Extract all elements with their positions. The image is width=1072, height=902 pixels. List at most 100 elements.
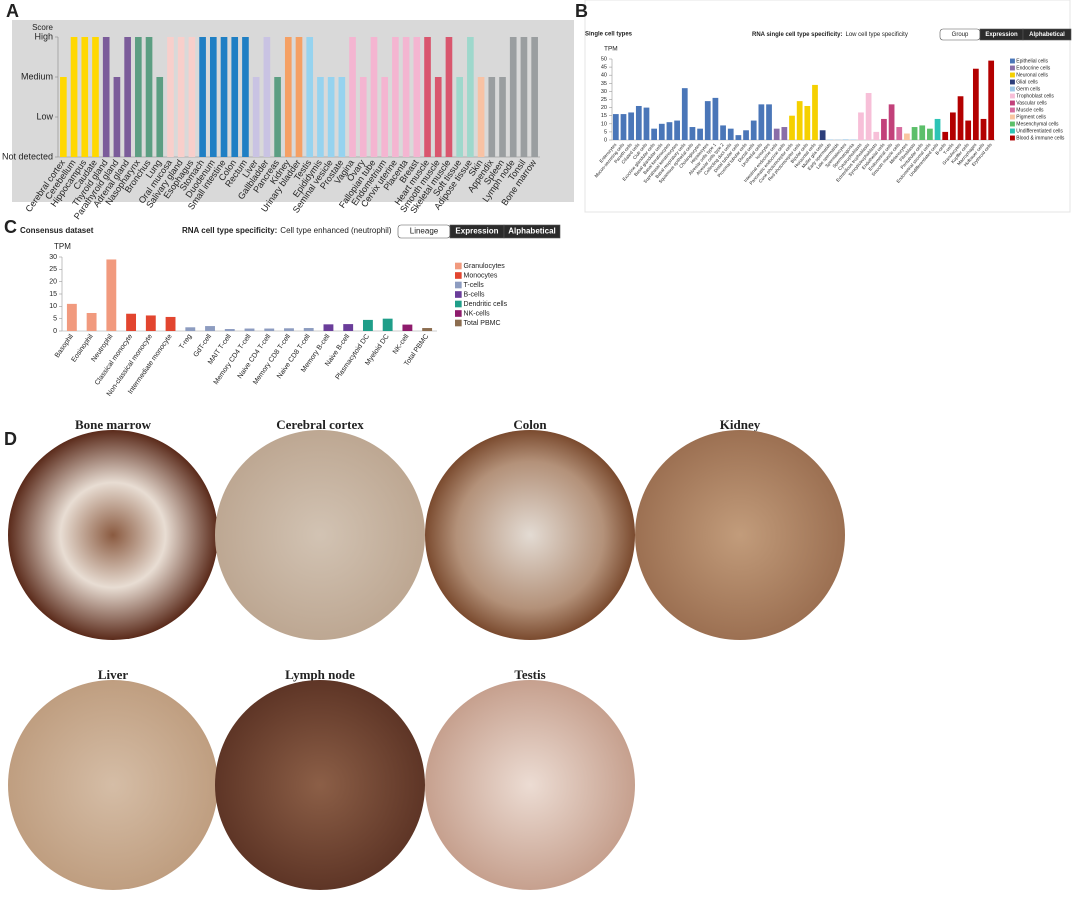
- toggle-button-label: Expression: [985, 32, 1018, 38]
- bar: [812, 85, 818, 140]
- bar: [253, 77, 260, 157]
- tissue-title: Cerebral cortex: [276, 417, 364, 432]
- y-tick-label: 0: [53, 328, 57, 335]
- bar: [881, 119, 887, 140]
- bar: [958, 96, 964, 140]
- bar: [697, 129, 703, 140]
- bar: [751, 121, 757, 140]
- y-axis-title: TPM: [54, 242, 71, 251]
- bar: [296, 37, 303, 157]
- bar: [422, 328, 432, 331]
- legend-label: Pigment cells: [1016, 114, 1046, 120]
- y-tick-label: 30: [601, 89, 607, 95]
- bar: [713, 98, 719, 140]
- y-axis-title: Score: [32, 23, 53, 32]
- bar: [804, 106, 810, 140]
- subtitle-bold: RNA single cell type specificity:: [752, 32, 842, 38]
- toggle-button-label: Alphabetical: [508, 227, 556, 236]
- legend-swatch: [1010, 80, 1015, 85]
- bar: [231, 37, 238, 157]
- legend-label: Epithelial cells: [1016, 58, 1048, 64]
- bar: [973, 69, 979, 140]
- x-tick-label: GdT-cell: [192, 333, 213, 359]
- y-tick-label: 25: [601, 97, 607, 103]
- bar: [402, 325, 412, 331]
- bar: [478, 77, 485, 157]
- legend-label: Blood & immune cells: [1016, 135, 1065, 141]
- bar: [324, 324, 334, 331]
- bar: [245, 329, 255, 331]
- y-tick-label: 0: [604, 137, 607, 143]
- legend-label: Neuronal cells: [1016, 72, 1048, 78]
- toggle-button-label: Lineage: [410, 227, 439, 236]
- legend-label: Trophoblast cells: [1016, 93, 1054, 99]
- bar: [510, 37, 517, 157]
- x-tick-label: T-reg: [178, 333, 193, 350]
- bar: [728, 129, 734, 140]
- bar: [919, 125, 925, 140]
- y-tick-label: Low: [36, 111, 53, 121]
- bar: [185, 327, 195, 331]
- bar: [349, 37, 356, 157]
- legend-swatch: [1010, 66, 1015, 71]
- tissue-image: [215, 680, 425, 890]
- bar: [644, 108, 650, 140]
- legend-label: Total PBMC: [464, 320, 501, 327]
- panel-label: C: [4, 217, 17, 237]
- bar: [339, 77, 346, 157]
- bar: [317, 77, 324, 157]
- bar: [205, 326, 215, 331]
- legend-swatch: [455, 291, 462, 298]
- bar: [156, 77, 163, 157]
- x-tick-label: Basophil: [54, 333, 75, 359]
- x-tick-label: Memory CD4 T-cell: [213, 333, 253, 386]
- tissue-image: [8, 430, 218, 640]
- bar: [950, 112, 956, 140]
- y-tick-label: 10: [601, 121, 607, 127]
- y-tick-label: Not detected: [2, 151, 53, 161]
- toggle-button-label: Expression: [455, 227, 498, 236]
- bar: [820, 130, 826, 140]
- bar: [284, 328, 294, 331]
- panel-label: A: [6, 1, 19, 21]
- legend-label: Mesenchymal cells: [1016, 121, 1059, 127]
- bar: [92, 37, 99, 157]
- bar: [866, 93, 872, 140]
- bar: [414, 37, 421, 157]
- legend-swatch: [1010, 136, 1015, 141]
- bar: [71, 37, 78, 157]
- bar: [904, 134, 910, 140]
- bar: [103, 37, 110, 157]
- bar: [766, 104, 772, 140]
- legend-label: T-cells: [464, 282, 485, 289]
- bar: [789, 116, 795, 140]
- bar: [456, 77, 463, 157]
- legend-swatch: [455, 282, 462, 289]
- bar: [146, 315, 156, 331]
- tissue-title: Bone marrow: [75, 417, 152, 432]
- y-tick-label: 40: [601, 73, 607, 79]
- tissue-image: [425, 680, 635, 890]
- bar: [613, 114, 619, 140]
- chart-title: Single cell types: [585, 32, 633, 38]
- y-tick-label: 15: [49, 291, 57, 298]
- x-tick-label: Classical monocyte: [94, 333, 134, 386]
- bar: [135, 37, 142, 157]
- y-tick-label: 20: [49, 279, 57, 286]
- legend-swatch: [1010, 73, 1015, 78]
- bar: [403, 37, 410, 157]
- legend-label: Dendritic cells: [464, 301, 508, 308]
- tissue-image: [215, 430, 425, 640]
- bar: [126, 314, 136, 331]
- legend-swatch: [455, 272, 462, 279]
- bar: [343, 324, 353, 331]
- legend-label: Granulocytes: [464, 263, 506, 270]
- toggle-button-label: Group: [952, 32, 969, 38]
- bar: [167, 37, 174, 157]
- legend-swatch: [1010, 108, 1015, 113]
- bar: [628, 112, 634, 140]
- toggle-button-label: Alphabetical: [1029, 32, 1065, 38]
- tissue-image: [425, 430, 635, 640]
- x-tick-label: NK-cell: [392, 333, 411, 356]
- bar: [435, 77, 442, 157]
